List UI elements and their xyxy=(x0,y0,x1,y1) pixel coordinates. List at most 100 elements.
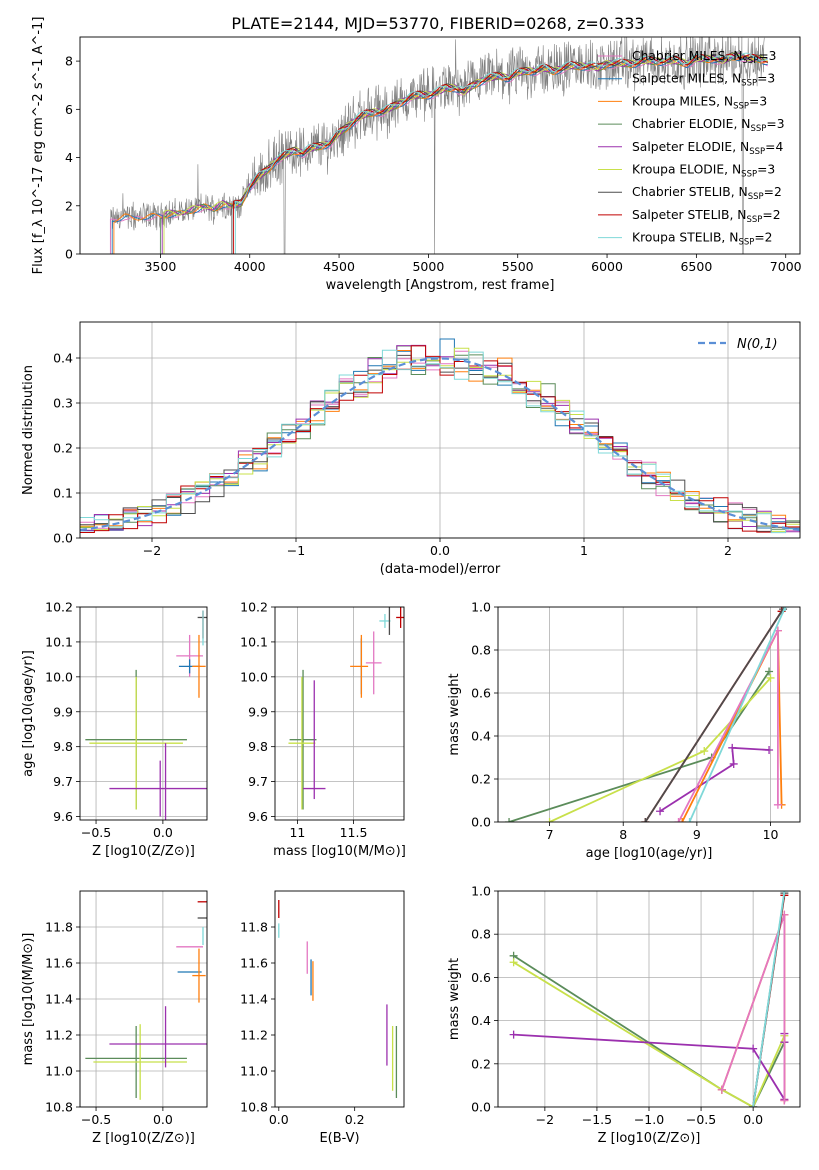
y-tick-label: 11.0 xyxy=(240,1064,268,1079)
plot-marks xyxy=(275,607,404,820)
legend-label: Kroupa ELODIE, NSSP=3 xyxy=(632,163,775,180)
legend-sub: SSP xyxy=(741,79,757,89)
legend-rest: =3 xyxy=(766,117,784,131)
axes-frame xyxy=(497,606,801,823)
weight-marker xyxy=(700,747,709,756)
legend-sub: SSP xyxy=(747,215,763,225)
weight-marker xyxy=(674,818,683,822)
x-tick-label: 0.0 xyxy=(430,543,450,558)
y-tick-label: 0.0 xyxy=(53,531,73,546)
legend-sub: SSP xyxy=(733,101,749,111)
x-tick-label: −1 xyxy=(287,543,305,558)
y-tick-label: 0.4 xyxy=(471,729,491,744)
y-axis-label: mass [log10(M/M⊙)] xyxy=(21,933,36,1066)
y-tick-label: 2 xyxy=(65,198,73,213)
y-tick-label: 11.4 xyxy=(240,992,268,1007)
legend-label: Chabrier ELODIE, NSSP=3 xyxy=(632,117,785,134)
x-axis-label: wavelength [Angstrom, rest frame] xyxy=(326,278,555,293)
chart-age_vs_Z: −0.5 0.0 9.6 9.7 9.8 9.9 10.0 10.1 10.2 Z [log10(… xyxy=(21,600,208,859)
plot-area xyxy=(498,607,800,822)
weight-marker xyxy=(717,1085,726,1094)
x-tick-label: 5500 xyxy=(502,259,534,274)
plot-area xyxy=(275,607,404,820)
weight-marker xyxy=(678,818,687,822)
chart-massweight_vs_age: 7 8 9 10 0.0 0.2 0.4 0.6 0.8 1.0 age [log10(age/yr… xyxy=(447,600,801,861)
plot-area xyxy=(80,891,207,1107)
chart-age_vs_mass: 11 11.5 9.6 9.7 9.8 9.9 10.0 10.1 10.2 mass [log1… xyxy=(240,600,406,860)
x-tick-label: 11 xyxy=(289,825,305,840)
y-tick-label: 10.8 xyxy=(240,1100,268,1115)
histogram-series xyxy=(80,349,800,534)
y-tick-label: 1.0 xyxy=(471,884,491,899)
y-axis-label: Normed distribution xyxy=(21,365,36,495)
x-axis-label: Z [log10(Z/Z⊙)] xyxy=(92,1131,195,1146)
plot-marks xyxy=(80,322,800,538)
plot-marks xyxy=(498,891,800,1107)
y-tick-label: 11.8 xyxy=(240,920,268,935)
chart-spectrum: 3500 4000 4500 5000 5500 6000 6500 7000 0 2 4 6 8 wav… xyxy=(31,17,802,293)
weight-line xyxy=(688,607,787,822)
y-tick-label: 11.4 xyxy=(45,992,73,1007)
legend-rest: =3 xyxy=(749,94,767,108)
y-tick-label: 10.1 xyxy=(240,634,268,649)
weight-marker xyxy=(509,958,518,967)
weight-marker xyxy=(780,891,789,895)
legend-sub: SSP xyxy=(741,170,757,180)
x-axis-label: age [log10(age/yr)] xyxy=(586,846,713,861)
x-tick-label: 7 xyxy=(546,827,554,842)
chart-mass_vs_ebv: 0.0 0.2 10.8 11.0 11.2 11.4 11.6 11.8 E(B-V) xyxy=(240,890,405,1146)
legend-rest: =3 xyxy=(757,163,775,177)
model-spectrum xyxy=(233,53,768,254)
plot-area xyxy=(278,900,398,1098)
plot-marks xyxy=(109,37,769,254)
x-tick-label: 2 xyxy=(724,543,732,558)
weight-marker xyxy=(766,673,775,682)
plot-marks xyxy=(80,607,207,820)
y-tick-label: 0.6 xyxy=(471,686,491,701)
y-tick-label: 0.8 xyxy=(471,643,491,658)
weight-marker xyxy=(765,745,774,754)
plot-marks xyxy=(80,891,207,1107)
plot-area xyxy=(80,322,800,538)
weight-marker xyxy=(729,759,738,768)
x-tick-label: −1.0 xyxy=(634,1112,664,1127)
y-tick-label: 9.9 xyxy=(248,704,268,719)
plot-area xyxy=(80,607,207,820)
y-tick-label: 0 xyxy=(65,247,73,262)
x-tick-label: 0.0 xyxy=(269,1112,289,1127)
y-tick-label: 11.2 xyxy=(240,1028,268,1043)
legend-label: Chabrier MILES, NSSP=3 xyxy=(632,49,776,66)
x-tick-label: −2 xyxy=(536,1112,554,1127)
legend-sub: SSP xyxy=(738,238,754,248)
x-tick-label: 0.0 xyxy=(153,1112,173,1127)
x-axis-label: (data-model)/error xyxy=(380,562,501,577)
plot-marks xyxy=(278,900,398,1098)
y-axis-label: age [log10(age/yr)] xyxy=(21,650,36,777)
weight-marker xyxy=(773,800,782,809)
x-tick-label: 8 xyxy=(619,827,627,842)
x-tick-label: −0.5 xyxy=(81,825,111,840)
weight-marker xyxy=(656,807,665,816)
y-tick-label: 6 xyxy=(65,102,73,117)
weight-line xyxy=(644,608,784,822)
legend-sub: SSP xyxy=(742,56,758,66)
plot-marks xyxy=(498,607,800,822)
weight-marker xyxy=(509,1030,518,1039)
y-tick-label: 0.6 xyxy=(471,970,491,985)
plot-area xyxy=(109,37,769,254)
weight-marker xyxy=(505,818,514,822)
legend-rest: =3 xyxy=(757,72,775,86)
y-tick-label: 9.6 xyxy=(53,809,73,824)
weight-marker xyxy=(749,1103,758,1107)
x-tick-label: 6500 xyxy=(680,259,712,274)
x-tick-label: 5000 xyxy=(412,259,444,274)
weight-marker xyxy=(685,818,694,822)
y-tick-label: 10.8 xyxy=(45,1100,73,1115)
gaussian-curve xyxy=(80,357,800,532)
y-tick-label: 10.0 xyxy=(45,669,73,684)
axes-frame xyxy=(79,36,801,255)
y-tick-label: 10.1 xyxy=(45,634,73,649)
chart-massweight_vs_Z: −2 −1.5 −1.0 −0.5 0.0 0.0 0.2 0.4 0.6 0.8 1.0 Z [lo… xyxy=(447,884,801,1146)
weight-marker xyxy=(780,1096,789,1105)
legend-label: Chabrier STELIB, NSSP=2 xyxy=(632,185,782,202)
